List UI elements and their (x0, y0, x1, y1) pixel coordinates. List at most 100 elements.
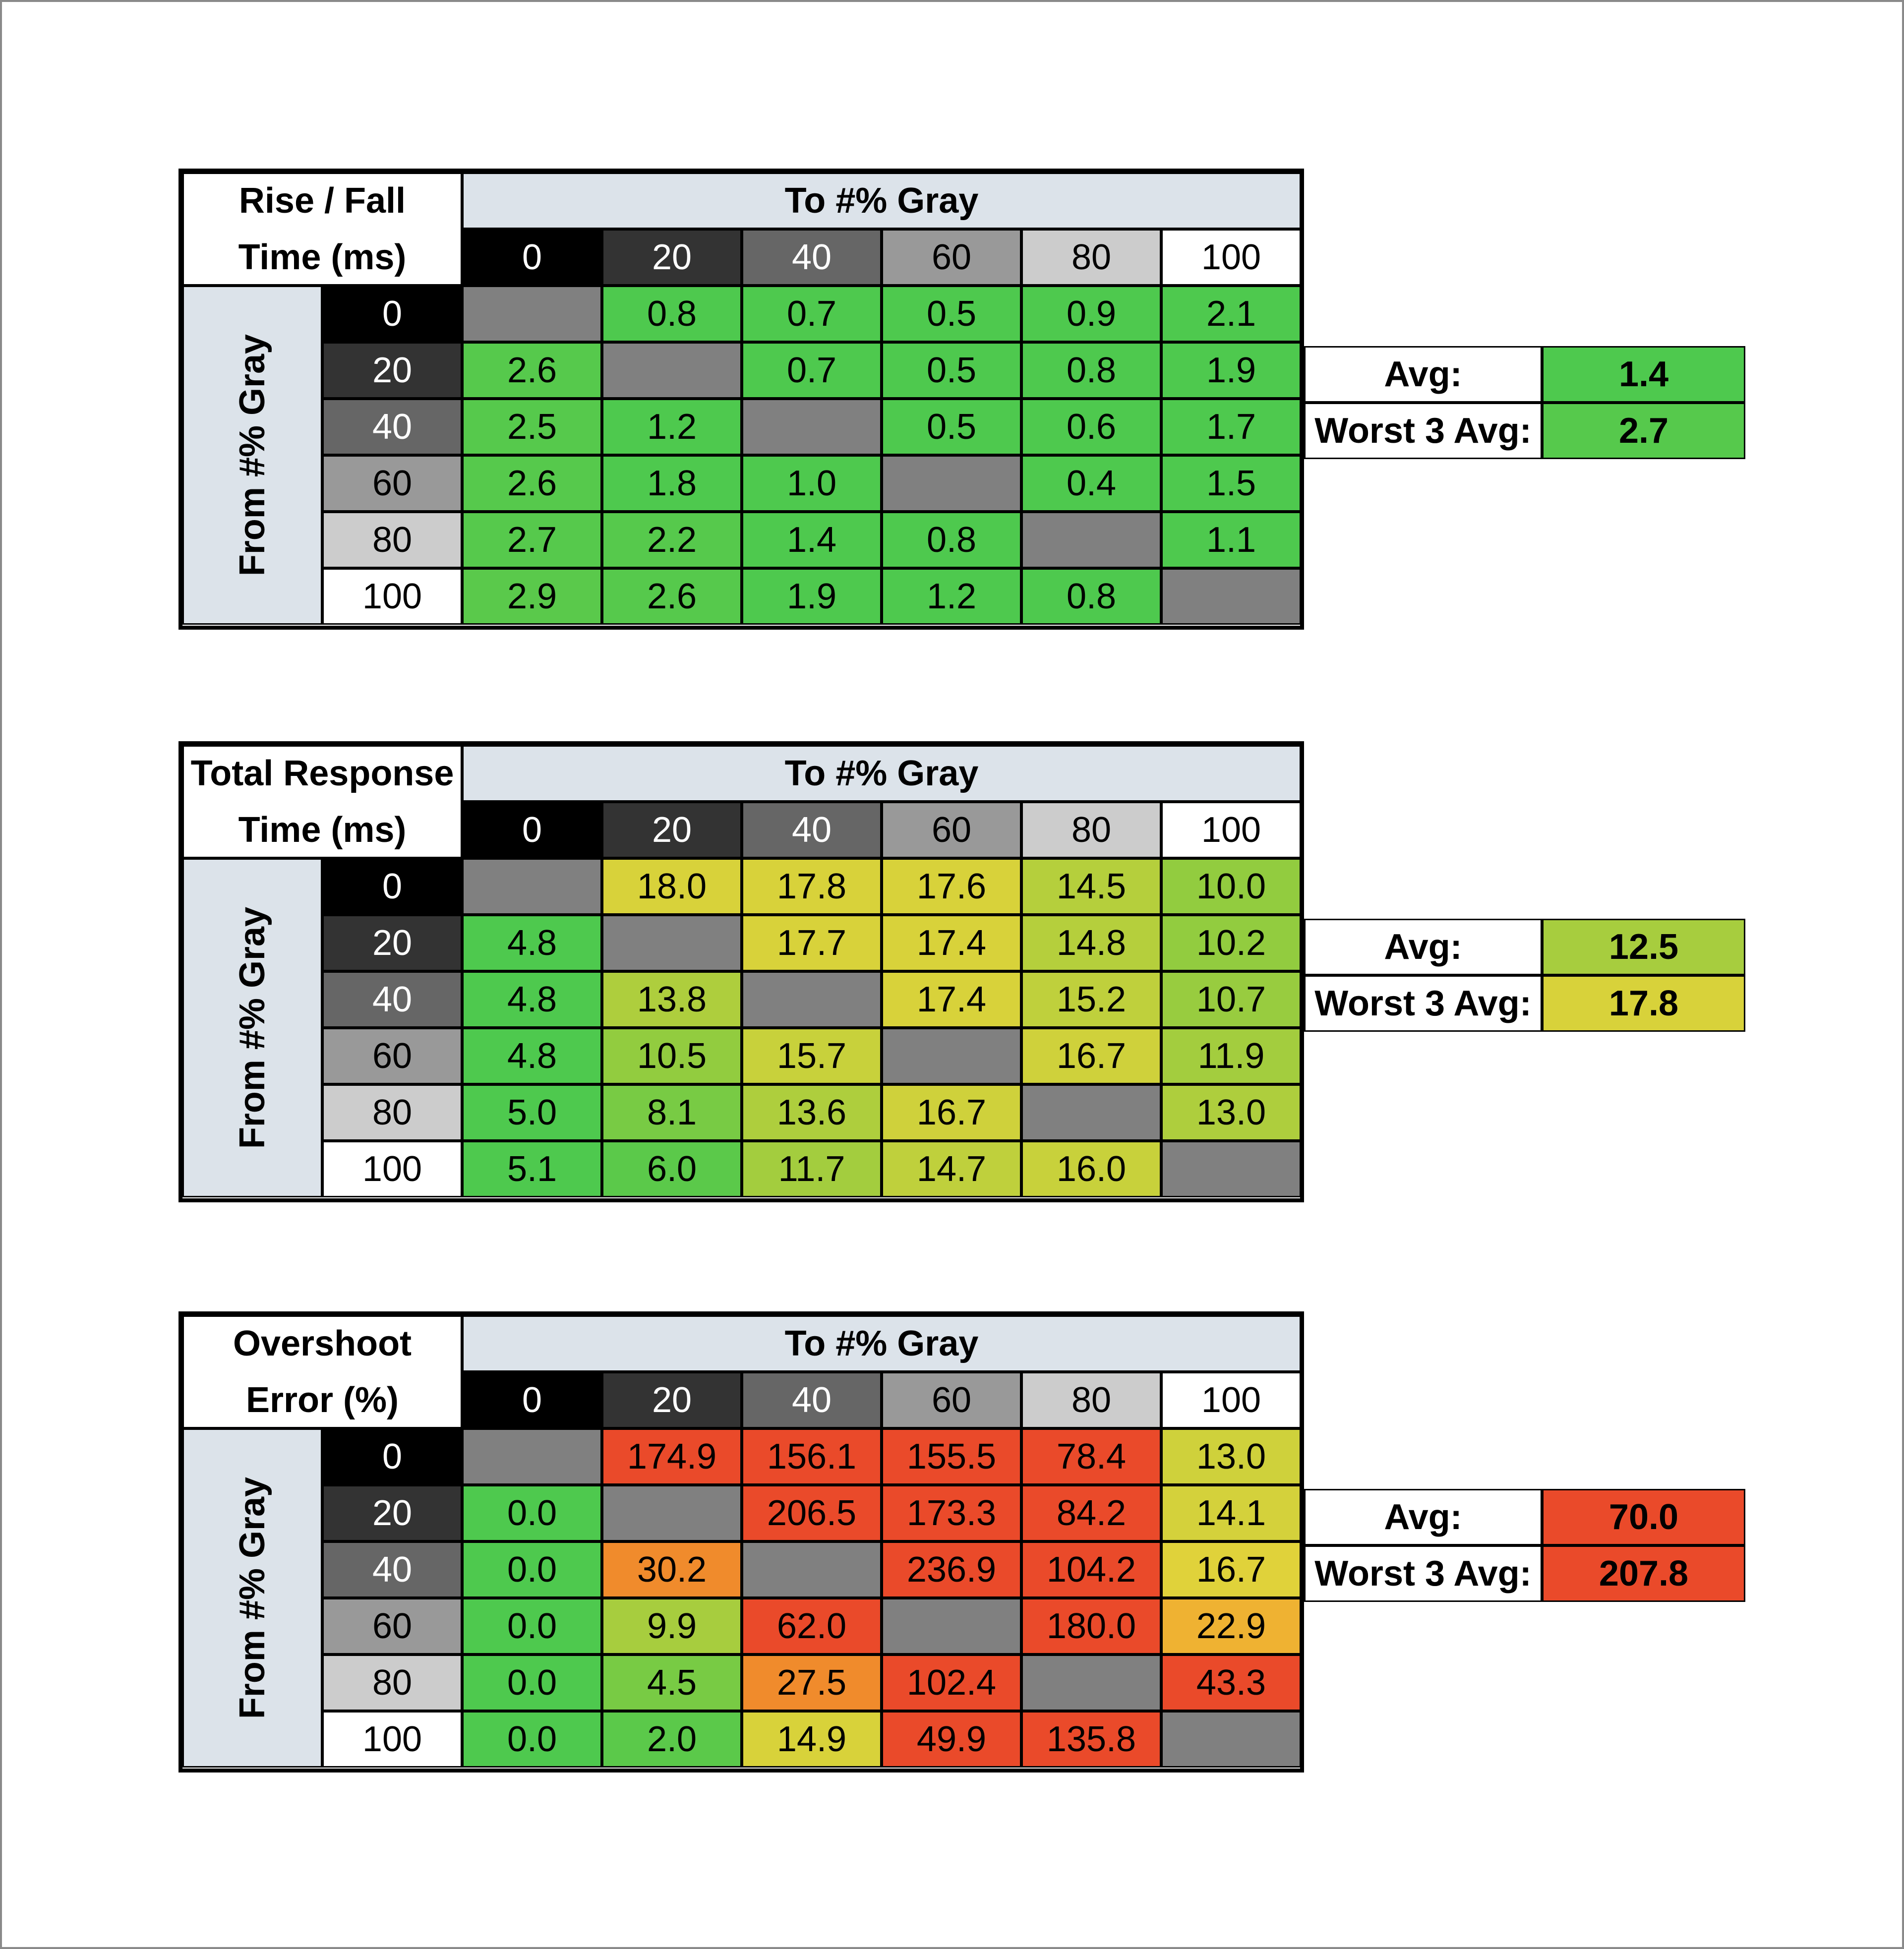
empty-cell (1021, 1654, 1161, 1711)
value-cell: 11.7 (742, 1141, 882, 1197)
row-label: 100 (322, 1711, 462, 1768)
empty-cell (882, 455, 1021, 512)
value-cell: 13.0 (1161, 1428, 1301, 1485)
value-cell: 2.7 (462, 512, 602, 568)
value-cell: 13.6 (742, 1084, 882, 1141)
table-title-line: Total Response (190, 754, 454, 793)
empty-cell (1021, 512, 1161, 568)
value-cell: 180.0 (1021, 1598, 1161, 1654)
avg-label: Avg: (1304, 1489, 1542, 1545)
summary-box: Avg: 70.0 Worst 3 Avg: 207.8 (1304, 1489, 1745, 1602)
column-label: 40 (742, 229, 882, 286)
value-cell: 0.7 (742, 286, 882, 342)
row-label: 20 (322, 342, 462, 399)
value-cell: 1.7 (1161, 399, 1301, 455)
value-cell: 17.4 (882, 971, 1021, 1028)
value-cell: 0.5 (882, 399, 1021, 455)
value-cell: 0.5 (882, 286, 1021, 342)
value-cell: 173.3 (882, 1485, 1021, 1541)
row-label: 60 (322, 455, 462, 512)
column-label: 60 (882, 802, 1021, 858)
value-cell: 1.2 (882, 568, 1021, 625)
value-cell: 156.1 (742, 1428, 882, 1485)
column-label: 0 (462, 1372, 602, 1428)
value-cell: 15.7 (742, 1028, 882, 1084)
value-cell: 104.2 (1021, 1541, 1161, 1598)
table-grid: Total Response Time (ms) To #% Gray From #%… (178, 741, 1304, 1202)
value-cell: 0.8 (882, 512, 1021, 568)
column-label: 80 (1021, 1372, 1161, 1428)
value-cell: 17.7 (742, 915, 882, 971)
empty-cell (882, 1028, 1021, 1084)
value-cell: 0.8 (602, 286, 742, 342)
empty-cell (462, 858, 602, 915)
value-cell: 0.8 (1021, 568, 1161, 625)
value-cell: 2.6 (602, 568, 742, 625)
table-title: Rise / Fall Time (ms) (182, 173, 462, 286)
table-title-line: Time (ms) (238, 237, 407, 277)
total-response-table: Total Response Time (ms) To #% Gray From #%… (178, 741, 1745, 1202)
table-grid: Rise / Fall Time (ms) To #% Gray From #% Gr… (178, 169, 1304, 630)
value-cell: 2.9 (462, 568, 602, 625)
value-cell: 10.0 (1161, 858, 1301, 915)
value-cell: 27.5 (742, 1654, 882, 1711)
row-header: From #% Gray (182, 1428, 322, 1768)
table-title-line: Rise / Fall (238, 181, 406, 221)
value-cell: 17.6 (882, 858, 1021, 915)
worst-3-avg-value: 17.8 (1542, 975, 1745, 1032)
value-cell: 4.5 (602, 1654, 742, 1711)
table-grid: Overshoot Error (%) To #% Gray From #% Gray… (178, 1311, 1304, 1772)
column-label: 60 (882, 229, 1021, 286)
value-cell: 0.9 (1021, 286, 1161, 342)
row-label: 0 (322, 858, 462, 915)
value-cell: 5.0 (462, 1084, 602, 1141)
value-cell: 5.1 (462, 1141, 602, 1197)
value-cell: 16.0 (1021, 1141, 1161, 1197)
column-label: 40 (742, 802, 882, 858)
value-cell: 2.2 (602, 512, 742, 568)
empty-cell (1161, 1141, 1301, 1197)
value-cell: 14.5 (1021, 858, 1161, 915)
value-cell: 174.9 (602, 1428, 742, 1485)
value-cell: 4.8 (462, 1028, 602, 1084)
column-label: 40 (742, 1372, 882, 1428)
value-cell: 14.7 (882, 1141, 1021, 1197)
empty-cell (462, 286, 602, 342)
value-cell: 236.9 (882, 1541, 1021, 1598)
value-cell: 0.0 (462, 1654, 602, 1711)
row-label: 0 (322, 286, 462, 342)
value-cell: 2.5 (462, 399, 602, 455)
value-cell: 8.1 (602, 1084, 742, 1141)
worst-3-avg-value: 2.7 (1542, 403, 1745, 459)
row-header: From #% Gray (182, 286, 322, 625)
row-label: 40 (322, 1541, 462, 1598)
value-cell: 2.1 (1161, 286, 1301, 342)
value-cell: 10.2 (1161, 915, 1301, 971)
summary-box: Avg: 12.5 Worst 3 Avg: 17.8 (1304, 919, 1745, 1032)
row-header-label: From #% Gray (233, 334, 272, 577)
value-cell: 15.2 (1021, 971, 1161, 1028)
value-cell: 17.4 (882, 915, 1021, 971)
value-cell: 0.7 (742, 342, 882, 399)
empty-cell (602, 342, 742, 399)
row-header-label: From #% Gray (233, 1477, 272, 1719)
avg-value: 1.4 (1542, 346, 1745, 403)
value-cell: 155.5 (882, 1428, 1021, 1485)
rise-fall-table: Rise / Fall Time (ms) To #% Gray From #% Gr… (178, 169, 1745, 630)
row-label: 100 (322, 1141, 462, 1197)
row-label: 80 (322, 512, 462, 568)
value-cell: 6.0 (602, 1141, 742, 1197)
row-label: 40 (322, 971, 462, 1028)
empty-cell (1161, 568, 1301, 625)
column-label: 20 (602, 229, 742, 286)
row-header: From #% Gray (182, 858, 322, 1197)
empty-cell (882, 1598, 1021, 1654)
empty-cell (742, 971, 882, 1028)
worst-3-avg-label: Worst 3 Avg: (1304, 1545, 1542, 1602)
value-cell: 16.7 (882, 1084, 1021, 1141)
column-label: 80 (1021, 229, 1161, 286)
row-header-label: From #% Gray (233, 906, 272, 1149)
value-cell: 1.0 (742, 455, 882, 512)
value-cell: 102.4 (882, 1654, 1021, 1711)
table-title-line: Overshoot (233, 1324, 412, 1363)
